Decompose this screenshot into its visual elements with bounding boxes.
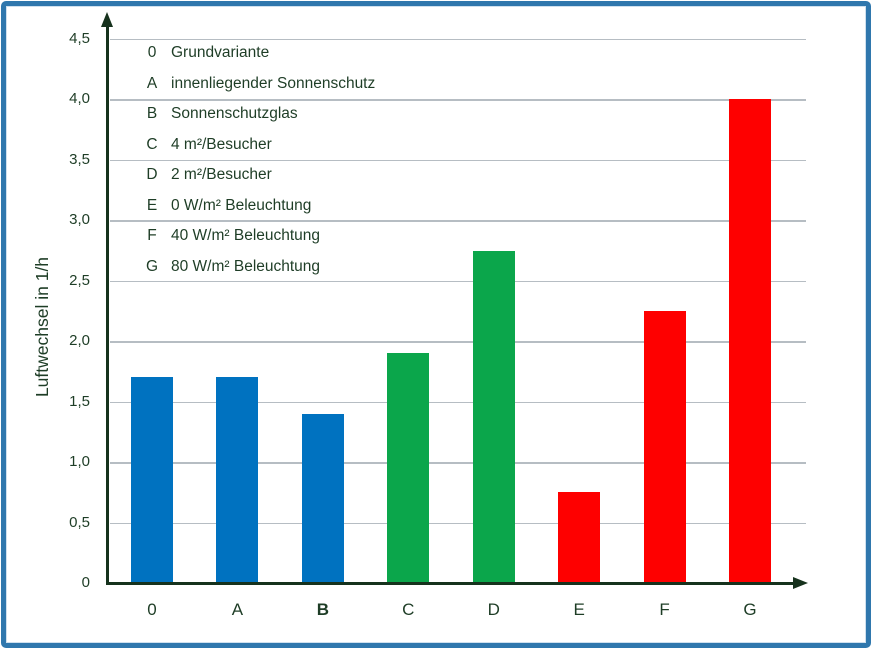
bar-C [387,353,430,583]
x-category-label-D: D [487,600,500,619]
legend-label: 4 m²/Besucher [171,135,272,153]
legend-item-F: F 40 W/m² Beleuchtung [141,221,375,252]
legend-item-G: G 80 W/m² Beleuchtung [141,252,375,283]
gridline [110,341,806,343]
y-tick-label: 4,0 [69,90,90,108]
legend-key: F [147,227,157,244]
legend-key: A [146,74,158,92]
x-category-label-A: A [231,600,244,619]
legend-label: Grundvariante [171,44,270,61]
legend-item-B: B Sonnenschutzglas [141,99,375,130]
legend-key: E [146,196,158,214]
legend-key: G [145,257,159,275]
bar-D [472,250,515,583]
y-tick-label: 0 [81,574,90,591]
legend-label: 0 W/m² Beleuchtung [171,196,312,214]
legend-item-0: 0 Grundvariante [141,38,375,69]
gridline [110,220,806,222]
legend-label: innenliegender Sonnenschutz [171,74,376,92]
gridline [110,99,806,101]
gridline [110,159,806,162]
bar-0 [131,377,173,583]
legend-item-E: E 0 W/m² Beleuchtung [141,191,375,222]
gridline [110,280,806,283]
gridline [110,401,806,404]
y-axis-line [106,24,109,585]
y-tick-label: 1,5 [69,392,90,410]
x-category-label-C: C [402,600,415,619]
bar-A [216,377,259,583]
legend-key: C [146,135,158,153]
y-tick-label: 1,0 [69,453,90,471]
x-category-label-G: G [743,600,757,619]
legend-key: B [146,105,158,122]
legend-key: 0 [147,44,157,61]
legend-label: 2 m²/Besucher [171,166,272,183]
y-tick-label: 3,0 [69,211,90,229]
bar-G [729,99,771,583]
legend-label: 80 W/m² Beleuchtung [171,257,321,275]
bar-E [558,492,601,583]
legend-label: 40 W/m² Beleuchtung [171,227,321,244]
legend-item-C: C 4 m²/Besucher [141,130,375,161]
y-tick-label: 3,5 [69,150,90,168]
legend-item-D: D 2 m²/Besucher [141,160,375,191]
y-tick-label: 2,0 [69,332,90,350]
gridline [110,38,806,41]
legend-label: Sonnenschutzglas [171,105,298,122]
gridline [110,462,806,464]
legend-key: D [146,166,158,183]
y-tick-label: 0,5 [69,513,90,531]
y-tick-label: 4,5 [69,29,90,47]
x-category-label-E: E [573,600,585,619]
x-category-label-B: B [316,600,329,619]
bar-B [301,413,344,583]
bar-F [643,310,686,583]
x-category-label-0: 0 [147,600,157,619]
x-axis-line [106,582,794,585]
y-tick-label: 2,5 [69,271,90,289]
y-axis-arrow-icon [101,12,113,27]
gridline [110,522,806,525]
y-axis-title: Luftwechsel in 1/h [32,256,52,398]
x-axis-arrow-icon [793,577,808,589]
x-category-label-F: F [659,600,670,619]
